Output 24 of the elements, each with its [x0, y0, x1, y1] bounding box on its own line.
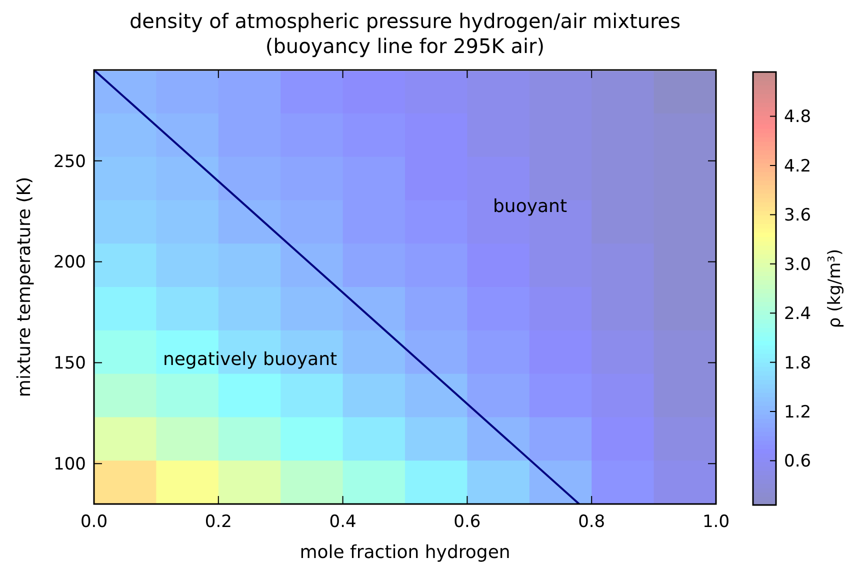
color-bar-label: 1.8 — [784, 353, 812, 374]
y-axis-title: mixture temperature (K) — [14, 176, 35, 398]
x-tick-label: 0.0 — [80, 512, 108, 532]
y-tick-label: 200 — [54, 252, 86, 273]
annotation: buoyant — [493, 196, 567, 217]
chart-title: density of atmospheric pressure hydrogen/air mixtures (buoyancy line for 295K air) — [129, 9, 681, 58]
color-bar-title: ρ (kg/m³) — [825, 248, 845, 328]
x-axis-title: mole fraction hydrogen — [300, 542, 510, 562]
color-bar-label: 3.6 — [784, 206, 812, 226]
x-tick-label: 0.8 — [578, 512, 606, 532]
x-tick-label: 0.6 — [454, 512, 481, 532]
x-tick-label: 0.4 — [329, 512, 356, 532]
y-tick-label: 150 — [54, 354, 86, 374]
y-tick-label: 100 — [54, 454, 86, 475]
color-bar-label: 3.0 — [784, 254, 812, 275]
y-tick-label: 250 — [54, 152, 86, 172]
color-bar-label: 0.6 — [784, 452, 812, 472]
x-tick-label: 0.2 — [204, 512, 232, 532]
x-tick-label: 1.0 — [702, 512, 730, 532]
color-bar-label: 4.8 — [784, 107, 812, 128]
color-bar-label: 2.4 — [784, 304, 812, 324]
annotation: negatively buoyant — [162, 349, 338, 370]
color-bar-label: 4.2 — [784, 156, 812, 176]
color-bar-label: 1.2 — [784, 402, 812, 422]
